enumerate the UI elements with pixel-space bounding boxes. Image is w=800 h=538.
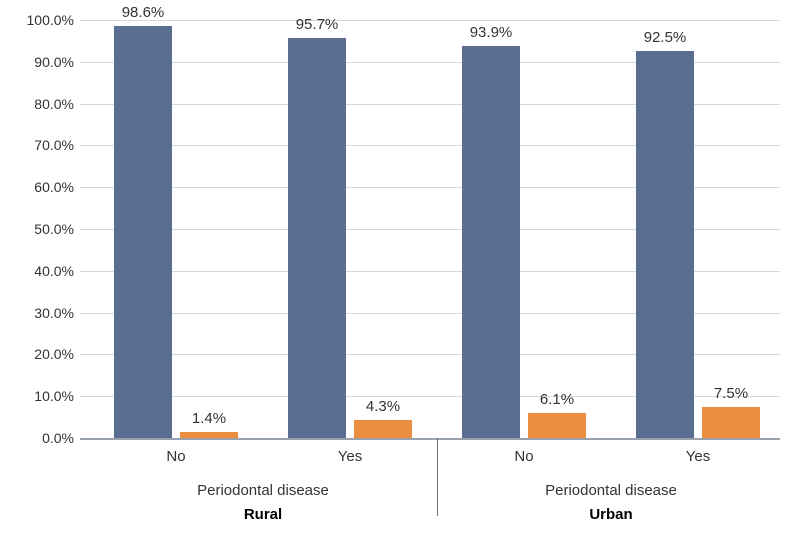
- x-category-label: Yes: [658, 448, 738, 465]
- section-axis-label: Periodontal disease: [511, 482, 711, 499]
- bar-value-label: 1.4%: [180, 410, 238, 427]
- y-tick-label: 20.0%: [4, 346, 74, 362]
- plot-area: 98.6% 1.4% 95.7% 4.3% 93.9% 6.1% 92.5% 7.5%: [80, 20, 780, 440]
- section-divider-tick: [437, 438, 438, 516]
- y-tick-label: 10.0%: [4, 388, 74, 404]
- x-category-label: No: [136, 448, 216, 465]
- y-tick-label: 80.0%: [4, 96, 74, 112]
- bar-series-0: 93.9%: [462, 46, 520, 439]
- bar-value-label: 93.9%: [462, 24, 520, 41]
- bar-value-label: 95.7%: [288, 16, 346, 33]
- bar-series-0: 98.6%: [114, 26, 172, 438]
- bar-value-label: 4.3%: [354, 398, 412, 415]
- bar-series-1: 6.1%: [528, 413, 586, 438]
- y-tick-label: 70.0%: [4, 137, 74, 153]
- x-category-label: No: [484, 448, 564, 465]
- y-tick-label: 90.0%: [4, 54, 74, 70]
- bar-value-label: 92.5%: [636, 29, 694, 46]
- bar-series-0: 92.5%: [636, 51, 694, 438]
- x-category-label: Yes: [310, 448, 390, 465]
- bar-series-1: 4.3%: [354, 420, 412, 438]
- y-tick-label: 30.0%: [4, 305, 74, 321]
- bar-value-label: 6.1%: [528, 391, 586, 408]
- bar-series-1: 1.4%: [180, 432, 238, 438]
- y-tick-label: 100.0%: [4, 12, 74, 28]
- section-name-label: Rural: [163, 506, 363, 523]
- y-tick-label: 40.0%: [4, 263, 74, 279]
- y-tick-label: 60.0%: [4, 179, 74, 195]
- y-tick-label: 50.0%: [4, 221, 74, 237]
- y-tick-label: 0.0%: [4, 430, 74, 446]
- bar-value-label: 7.5%: [702, 385, 760, 402]
- section-axis-label: Periodontal disease: [163, 482, 363, 499]
- bar-series-0: 95.7%: [288, 38, 346, 438]
- gridline: [80, 20, 780, 21]
- chart-container: 98.6% 1.4% 95.7% 4.3% 93.9% 6.1% 92.5% 7.5% 0.0…: [0, 0, 800, 538]
- bar-value-label: 98.6%: [114, 4, 172, 21]
- bar-series-1: 7.5%: [702, 407, 760, 438]
- section-name-label: Urban: [511, 506, 711, 523]
